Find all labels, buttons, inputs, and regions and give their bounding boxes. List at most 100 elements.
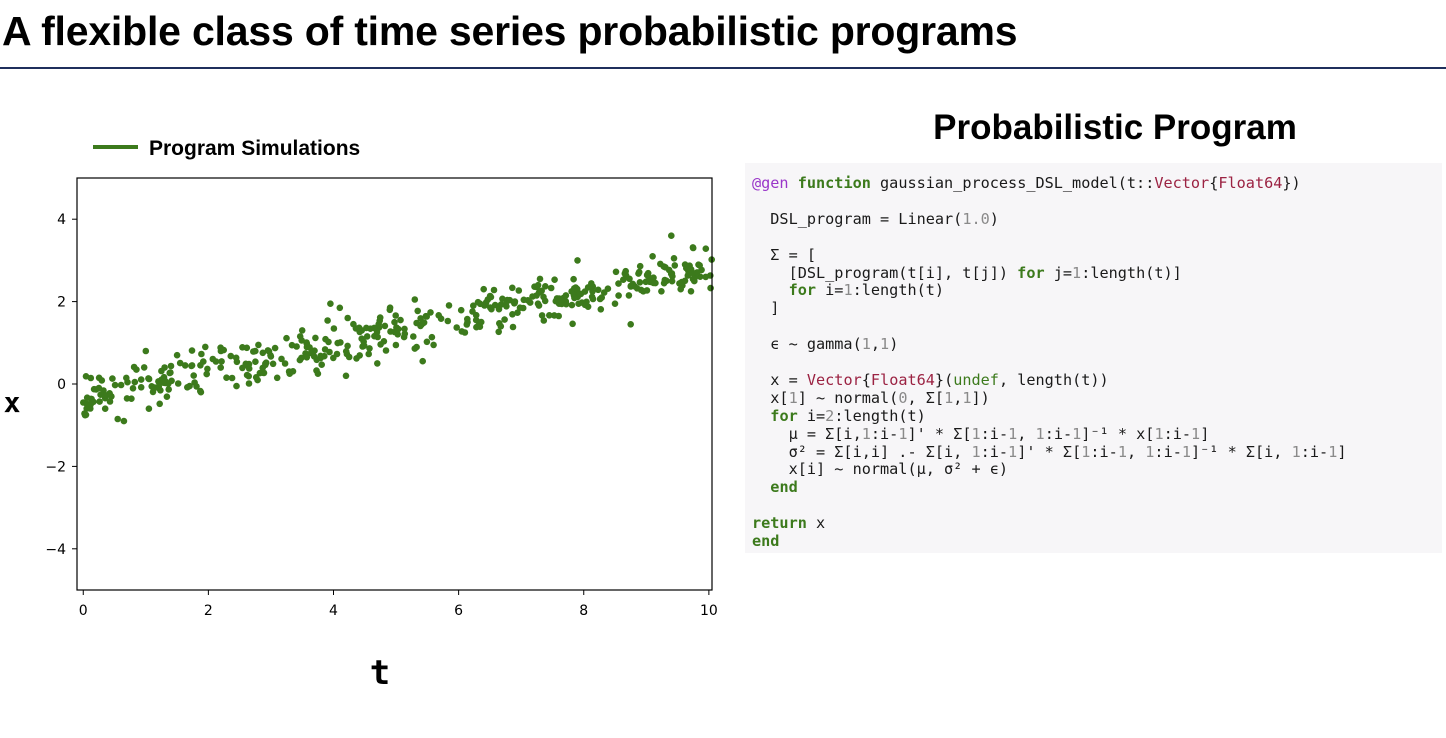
data-point	[307, 349, 315, 357]
code-token: Vector	[1154, 174, 1210, 192]
data-point	[190, 372, 197, 379]
code-token: for	[770, 406, 798, 425]
data-point	[160, 377, 168, 384]
data-point	[186, 382, 193, 390]
code-token: x	[806, 514, 826, 533]
data-point	[615, 280, 622, 287]
y-tick-label: 2	[57, 295, 66, 311]
y-tick-label: 4	[57, 212, 66, 228]
data-point	[401, 325, 408, 333]
data-point	[381, 322, 389, 330]
data-point	[501, 316, 508, 323]
data-point	[499, 295, 506, 303]
data-point	[106, 398, 114, 405]
code-token: 1.0	[962, 209, 990, 228]
code-token: i=	[816, 281, 844, 300]
code-line: for i=1:length(t)	[752, 281, 1442, 300]
code-token: , Σ[	[907, 388, 945, 407]
code-line: μ = Σ[i,1:i-1]' * Σ[1:i-1, 1:i-1]⁻¹ * x[…	[752, 424, 1442, 444]
data-point	[689, 244, 697, 252]
data-point	[490, 286, 498, 294]
data-point	[472, 311, 480, 319]
code-line: [DSL_program(t[i], t[j]) for j=1:length(…	[752, 264, 1442, 283]
data-point	[615, 292, 622, 299]
data-point	[218, 358, 225, 365]
data-point	[687, 288, 695, 295]
data-point	[509, 311, 516, 318]
data-point	[392, 312, 400, 319]
data-point	[163, 393, 171, 401]
data-point	[145, 375, 152, 382]
data-point	[670, 255, 678, 262]
data-point	[271, 344, 279, 352]
data-point	[318, 361, 326, 369]
data-point	[693, 269, 701, 276]
data-point	[594, 286, 602, 294]
data-point	[589, 295, 597, 303]
code-token: 1	[1072, 424, 1082, 443]
data-point	[633, 285, 641, 292]
data-point	[480, 285, 488, 293]
data-point	[80, 399, 87, 406]
data-point	[417, 322, 424, 330]
data-point	[570, 285, 578, 292]
data-point	[376, 314, 384, 321]
data-point	[336, 304, 344, 312]
data-point	[129, 385, 137, 392]
code-token: 1	[1081, 442, 1091, 461]
y-axis: −4 −2 0 2 4	[45, 212, 77, 558]
code-token: 1	[944, 388, 954, 407]
data-point	[120, 417, 128, 425]
code-token: return	[752, 514, 807, 533]
code-token: :i-	[1154, 442, 1182, 461]
data-point	[536, 275, 544, 283]
data-point	[625, 292, 633, 299]
code-token	[752, 281, 789, 299]
data-point	[356, 328, 364, 336]
data-point	[397, 316, 404, 324]
code-token: :i-	[870, 424, 899, 443]
code-token: function	[797, 174, 871, 192]
code-token: 1	[861, 424, 871, 443]
data-point	[538, 312, 546, 319]
data-point	[570, 275, 577, 283]
data-point	[413, 343, 420, 351]
data-point	[401, 330, 409, 338]
code-token: end	[752, 532, 780, 551]
data-point	[411, 296, 419, 303]
data-point	[193, 383, 200, 390]
data-point	[197, 388, 205, 396]
data-point	[423, 338, 431, 346]
data-point	[562, 300, 570, 308]
data-point	[137, 376, 145, 383]
data-point	[312, 334, 319, 342]
data-point	[156, 400, 163, 408]
data-point	[671, 262, 679, 269]
data-point	[423, 313, 431, 320]
y-tick-label: −4	[45, 542, 66, 558]
data-point	[281, 360, 289, 367]
x-tick-label: 10	[700, 603, 718, 619]
data-point	[188, 362, 195, 370]
data-point	[360, 342, 368, 350]
code-token: :i-	[980, 424, 1009, 443]
code-token: x =	[752, 370, 807, 389]
code-token: 1	[1117, 442, 1127, 461]
x-tick-label: 4	[329, 603, 338, 619]
data-point	[542, 283, 549, 290]
code-token: :length(t)	[852, 281, 945, 300]
data-point	[495, 328, 503, 336]
code-token: 1	[1191, 424, 1201, 443]
code-token: ]	[1200, 424, 1210, 443]
data-point	[252, 347, 259, 355]
data-point	[509, 284, 516, 292]
data-point	[540, 317, 548, 324]
data-point	[96, 398, 103, 405]
data-point	[474, 298, 482, 306]
slide-title: A flexible class of time series probabil…	[2, 8, 1018, 54]
data-point	[571, 294, 578, 302]
data-point	[535, 289, 543, 296]
data-point	[133, 366, 140, 373]
data-point	[464, 318, 471, 326]
data-point	[555, 312, 562, 320]
